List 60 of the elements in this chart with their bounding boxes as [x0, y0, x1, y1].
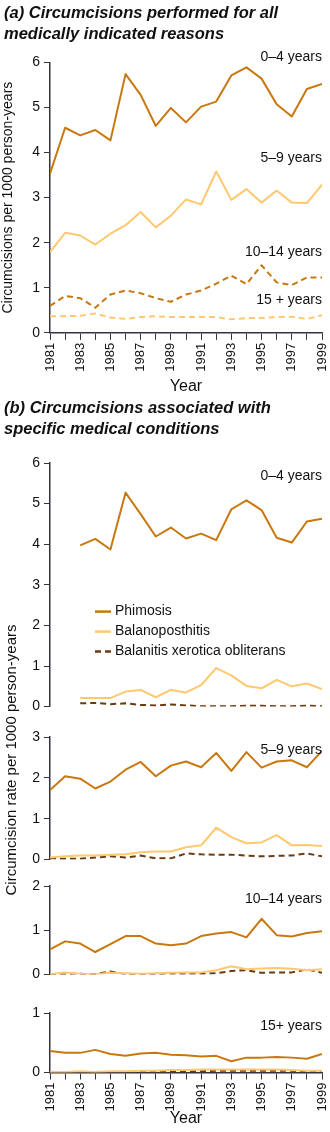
y-tick-label: 1: [32, 656, 41, 673]
y-tick-label: 4: [32, 535, 41, 552]
series-label: 15 + years: [256, 291, 322, 308]
y-tick-label: 2: [32, 233, 41, 250]
y-tick-label: 3: [32, 575, 41, 592]
y-tick-label: 1: [32, 809, 41, 826]
y-tick-label: 0: [32, 850, 41, 867]
x-tick-label: 1999: [313, 342, 329, 372]
x-axis-title: Year: [169, 376, 203, 394]
y-tick-label: 6: [32, 53, 41, 70]
annotation: 15+ years: [260, 1016, 322, 1033]
annotation: 0–4 years: [260, 466, 322, 483]
y-tick-label: 1: [32, 1003, 41, 1020]
y-tick-label: 4: [32, 143, 41, 160]
y-tick-label: 1: [32, 921, 41, 938]
x-tick-label: 1999: [313, 1082, 329, 1112]
x-tick-label: 1997: [283, 1082, 299, 1112]
series-label: 0–4 years: [260, 48, 322, 65]
y-tick-label: 0: [32, 965, 41, 982]
x-tick-label: 1997: [283, 342, 299, 372]
x-tick-label: 1981: [41, 342, 57, 372]
legend-label: Phimosis: [115, 602, 172, 619]
y-tick-label: 5: [32, 494, 41, 511]
x-tick-label: 1991: [192, 1082, 208, 1112]
x-tick-label: 1989: [162, 342, 178, 372]
y-tick-label: 2: [32, 876, 41, 893]
x-tick-label: 1995: [253, 342, 269, 372]
x-tick-label: 1983: [71, 342, 87, 372]
legend-label: Balanitis xerotica obliterans: [115, 642, 286, 659]
annotation: 10–14 years: [244, 889, 322, 906]
annotation: 5–9 years: [260, 740, 322, 757]
x-tick-label: 1995: [253, 1082, 269, 1112]
y-tick-label: 2: [32, 768, 41, 785]
x-tick-label: 1993: [222, 342, 238, 372]
x-tick-label: 1989: [162, 1082, 178, 1112]
y-tick-label: 0: [32, 697, 41, 714]
y-tick-label: 3: [32, 727, 41, 744]
y-tick-label: 2: [32, 616, 41, 633]
x-tick-label: 1991: [192, 342, 208, 372]
x-tick-label: 1985: [102, 342, 118, 372]
series-label: 10–14 years: [244, 243, 322, 260]
chart-title: (b) Circumcisions associated with specific medical conditions: [3, 397, 272, 439]
chart-title: (a) Circumcisions performed for all medically indicated reasons: [3, 2, 280, 44]
x-tick-label: 1987: [132, 342, 148, 372]
legend-label: Balanoposthitis: [115, 622, 210, 639]
line-series: [50, 264, 322, 309]
y-axis-title: Circumcision rate per 1000 person-years: [1, 624, 19, 896]
x-tick-label: 1985: [102, 1082, 118, 1112]
y-axis-title: Circumcisions per 1000 person-years: [0, 81, 16, 314]
y-tick-label: 5: [32, 98, 41, 115]
y-tick-label: 0: [32, 323, 41, 340]
y-tick-label: 1: [32, 278, 41, 295]
y-tick-label: 3: [32, 188, 41, 205]
x-tick-label: 1981: [41, 1082, 57, 1112]
x-tick-label: 1983: [71, 1082, 87, 1112]
x-tick-label: 1987: [132, 1082, 148, 1112]
y-tick-label: 0: [32, 1063, 41, 1080]
series-label: 5–9 years: [260, 149, 322, 166]
x-tick-label: 1993: [222, 1082, 238, 1112]
y-tick-label: 6: [32, 453, 41, 470]
